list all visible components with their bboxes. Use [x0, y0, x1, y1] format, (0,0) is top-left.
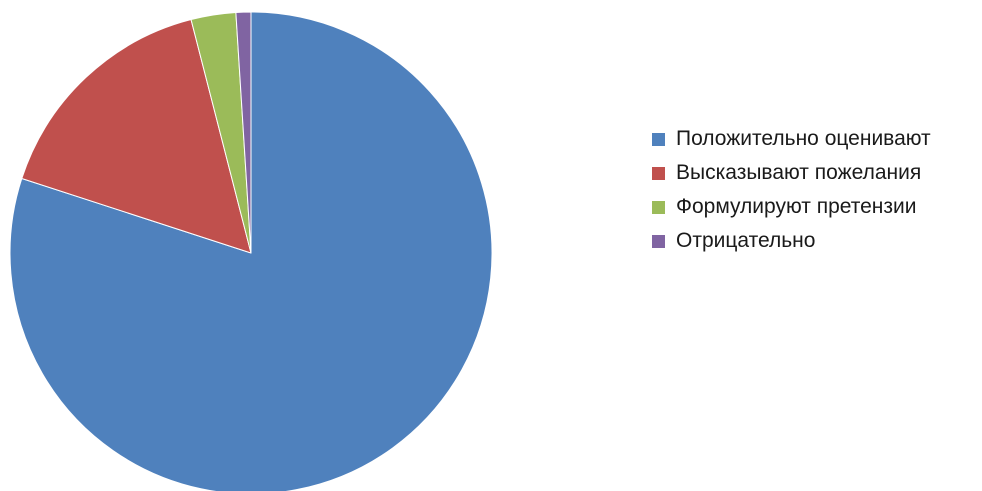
legend-swatch: [652, 234, 665, 248]
pie-slices: [9, 11, 493, 491]
legend-label: Положительно оценивают: [676, 127, 931, 150]
pie-slice-1: [9, 11, 493, 491]
legend-label: Отрицательно: [676, 229, 816, 252]
pie-slice-2: [21, 19, 252, 254]
legend-label: Формулируют претензии: [676, 195, 917, 218]
legend-swatch: [652, 200, 665, 214]
legend-swatch: [652, 166, 665, 180]
legend-label: Высказывают пожелания: [676, 161, 922, 184]
legend-item-4: Отрицательно: [652, 224, 931, 258]
pie-slice-4: [235, 11, 252, 254]
legend-swatch: [652, 132, 665, 146]
legend-item-1: Положительно оценивают: [652, 122, 931, 156]
chart-legend: Положительно оценивают Высказывают пожела…: [652, 122, 931, 258]
legend-item-3: Формулируют претензии: [652, 190, 931, 224]
legend-item-2: Высказывают пожелания: [652, 156, 931, 190]
